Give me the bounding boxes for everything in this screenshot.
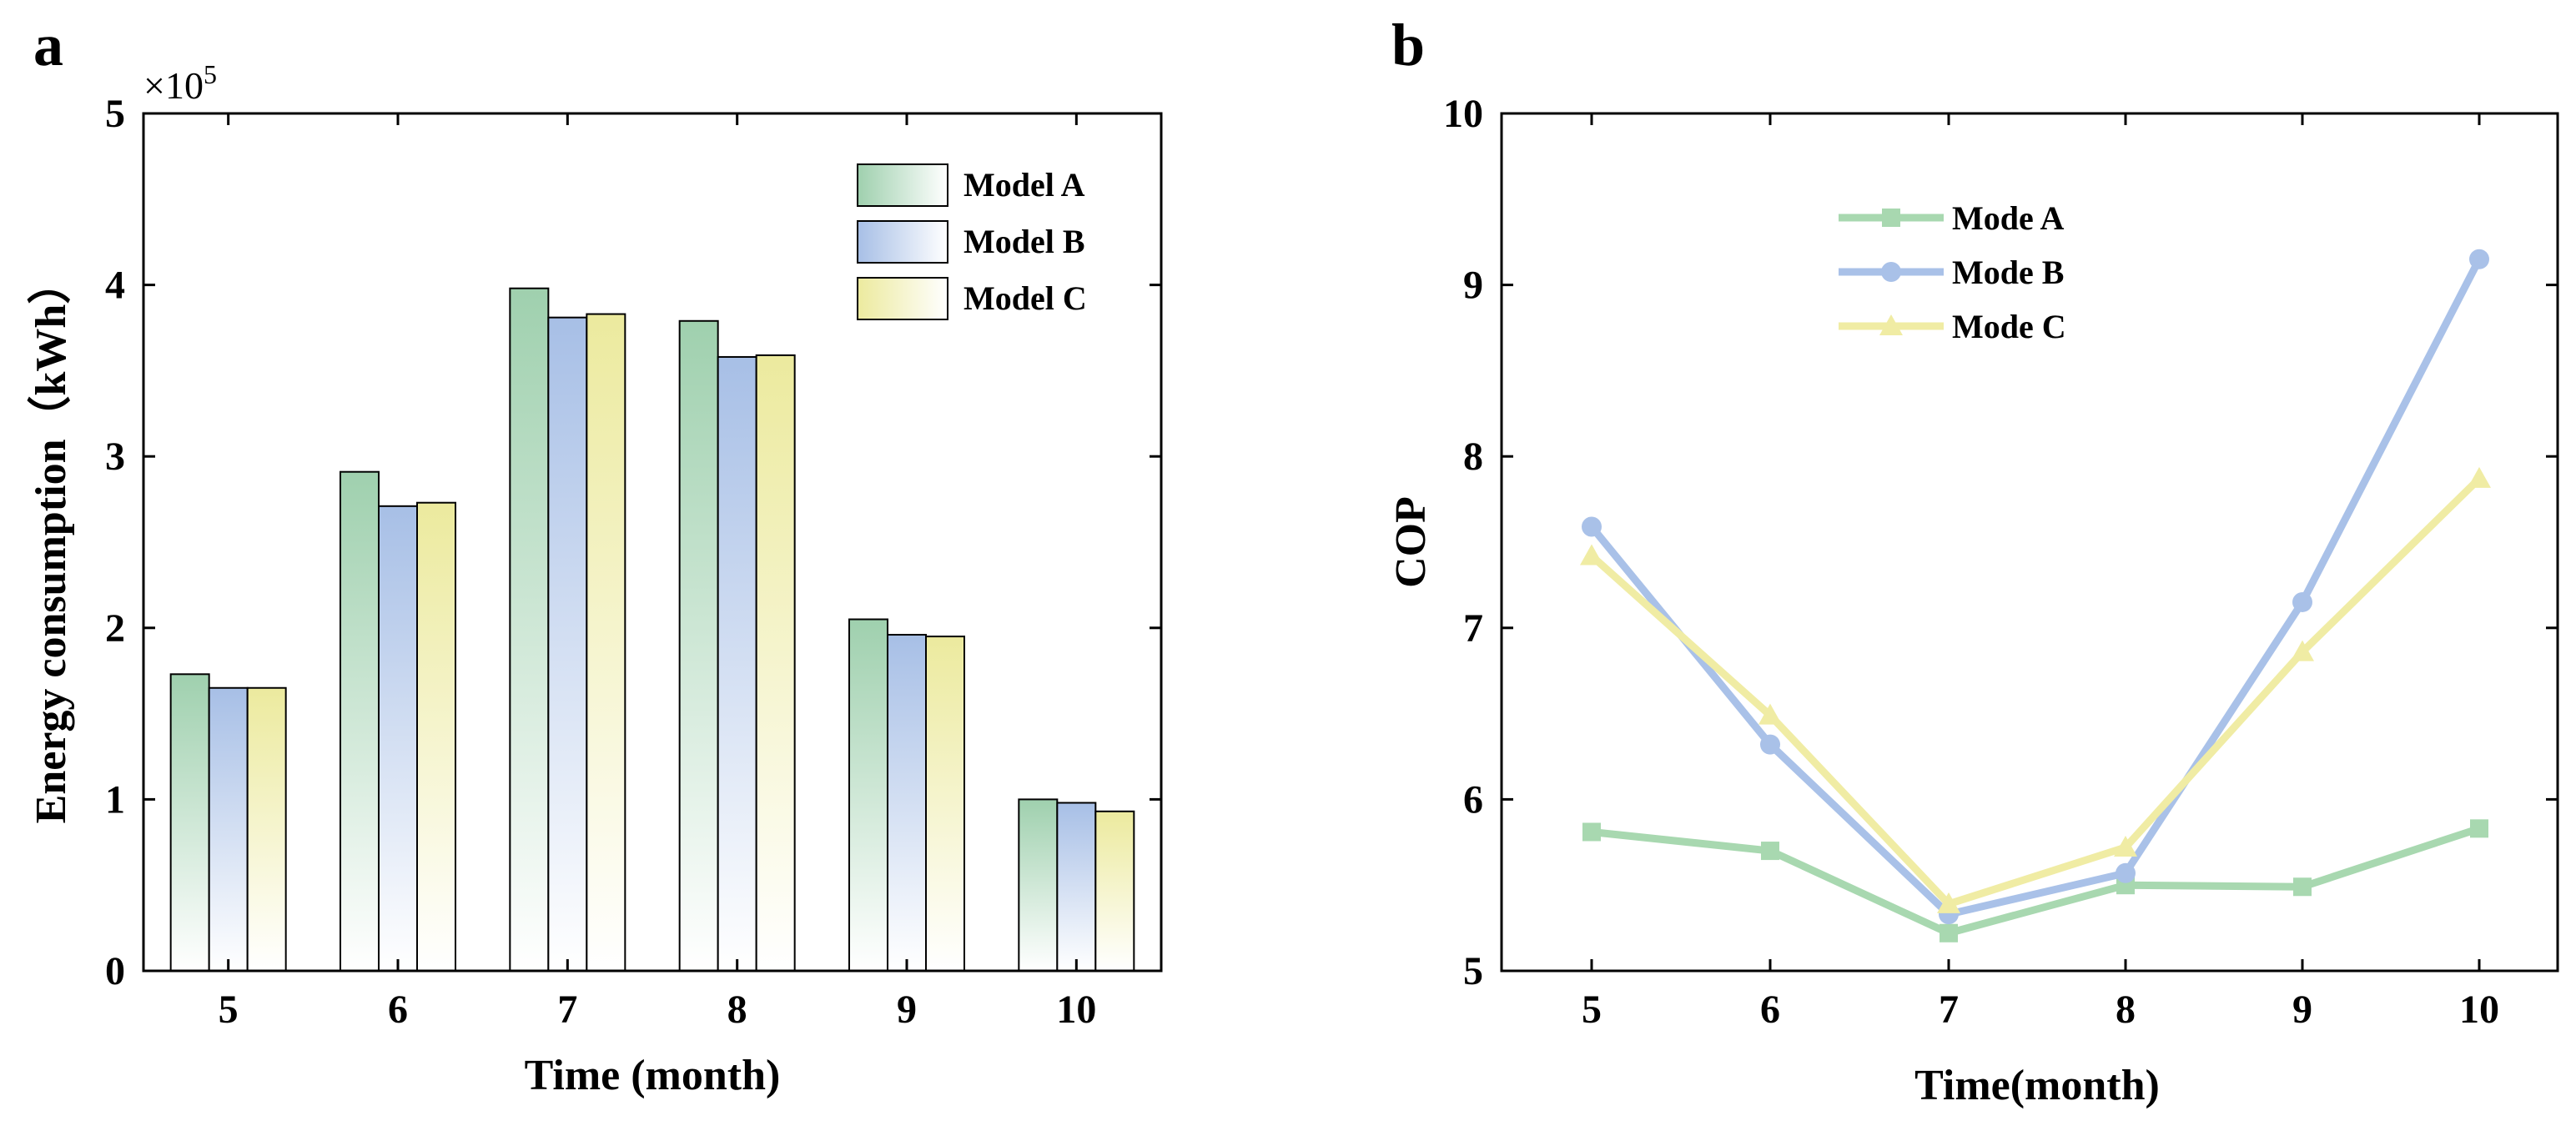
panel-b-y-tick-label: 7 [1463, 606, 1483, 651]
panel-a-y-tick-label: 0 [105, 949, 125, 993]
panel-a-multiplier: ×105 [143, 59, 217, 107]
panel-a-y-tick-label: 1 [105, 777, 125, 822]
point-mode-c-month-9 [2291, 640, 2314, 661]
panel-b-y-tick-label: 6 [1463, 777, 1483, 822]
point-mode-c-month-10 [2468, 466, 2491, 488]
panel-a-x-tick-label: 9 [897, 988, 917, 1032]
bar-model-a-month-10 [1018, 798, 1059, 973]
panel-a-legend: Model A Model B Model C [857, 163, 1087, 320]
line-mode-b [1587, 255, 2483, 918]
panel-b-y-tick-label: 8 [1463, 435, 1483, 479]
panel-b-letter: b [1391, 12, 1425, 78]
legend-swatch-model-b [857, 220, 948, 264]
panel-a-x-tick-label: 6 [388, 988, 408, 1032]
panel-b-legend: Mode A Mode B Mode C [1839, 199, 2066, 345]
bar-model-a-month-8 [678, 319, 719, 972]
panel-b-y-tick-label: 9 [1463, 264, 1483, 308]
bar-model-c-month-5 [246, 686, 287, 972]
bar-model-c-month-8 [755, 354, 796, 972]
panel-b-ticks: 5 6 7 8 9 10 5 6 7 8 9 10 [1443, 92, 2558, 1032]
point-mode-c-month-8 [2114, 835, 2137, 857]
panel-a-x-tick-label: 5 [219, 988, 239, 1032]
panel-a-y-axis-title: Energy consumption（kWh） [27, 261, 75, 824]
bar-model-b-month-9 [887, 634, 927, 972]
panel-a-y-tick-label: 5 [105, 92, 125, 136]
bar-model-b-month-10 [1056, 802, 1097, 973]
panel-b-series [1580, 249, 2491, 942]
bar-model-c-month-9 [925, 636, 965, 973]
series-mode-c [1580, 466, 2491, 913]
legend-label-mode-b: Mode B [1952, 254, 2064, 291]
series-mode-b [1582, 249, 2489, 925]
series-mode-a [1582, 819, 2488, 942]
legend-marker-mode-a [1882, 209, 1900, 227]
panel-a-x-axis-title: Time (month) [525, 1052, 781, 1099]
bar-model-b-month-7 [547, 316, 588, 972]
panel-b-x-tick-label: 7 [1939, 988, 1959, 1032]
panel-a-y-tick-label: 2 [105, 606, 125, 651]
bar-model-b-month-8 [717, 355, 757, 972]
point-mode-b-month-9 [2292, 591, 2312, 612]
panel-a-bars [169, 287, 1135, 973]
panel-b-frame [1500, 112, 2559, 973]
panel-a-letter: a [33, 12, 63, 78]
point-mode-c-month-5 [1580, 544, 1603, 566]
panel-a-x-tick-label: 10 [1056, 988, 1096, 1032]
bar-model-b-month-6 [378, 505, 418, 972]
legend-swatch-model-c [857, 277, 948, 320]
legend-swatch-model-a [857, 163, 948, 207]
legend-marker-mode-c [1879, 314, 1903, 335]
panel-b-x-tick-label: 8 [2116, 988, 2136, 1032]
point-mode-a-month-5 [1582, 822, 1601, 842]
panel-a-frame [142, 112, 1163, 973]
bar-model-a-month-9 [848, 618, 888, 973]
legend-label-model-b: Model B [963, 223, 1085, 260]
point-mode-a-month-7 [1940, 923, 1958, 942]
panel-b-x-tick-label: 10 [2459, 988, 2499, 1032]
point-mode-a-month-9 [2293, 877, 2312, 897]
point-mode-c-month-7 [1937, 892, 1960, 913]
point-mode-a-month-6 [1761, 842, 1779, 861]
bar-model-a-month-6 [340, 470, 380, 972]
legend-label-model-c: Model C [963, 279, 1087, 317]
bar-model-a-month-7 [509, 287, 550, 973]
bar-model-b-month-5 [208, 686, 249, 972]
bar-model-c-month-10 [1094, 810, 1135, 972]
panel-b-y-tick-label: 10 [1443, 92, 1483, 136]
point-mode-b-month-8 [2116, 862, 2136, 883]
panel-b-y-axis-title: COP [1387, 496, 1435, 588]
point-mode-b-month-6 [1760, 734, 1780, 755]
bar-model-c-month-7 [586, 313, 626, 972]
panel-a-ticks: 5 6 7 8 9 10 0 1 2 3 4 5 [105, 92, 1161, 1032]
panel-a-bar-chart: a ×105 5 6 7 8 9 10 0 1 2 3 4 5 Energy consumption（… [27, 12, 1163, 1099]
bar-model-c-month-6 [416, 501, 456, 972]
panel-b-x-tick-label: 6 [1760, 988, 1780, 1032]
bar-model-a-month-5 [169, 673, 210, 972]
point-mode-b-month-5 [1582, 516, 1602, 537]
panel-b-x-tick-label: 5 [1582, 988, 1602, 1032]
panel-a-y-tick-label: 3 [105, 435, 125, 479]
legend-label-model-a: Model A [963, 166, 1085, 204]
panel-a-y-tick-label: 4 [105, 264, 125, 308]
panel-a-x-tick-label: 7 [557, 988, 577, 1032]
point-mode-b-month-10 [2469, 249, 2489, 269]
point-mode-a-month-10 [2470, 819, 2488, 838]
panel-a-x-tick-label: 8 [727, 988, 747, 1032]
point-mode-c-month-6 [1758, 703, 1782, 725]
legend-label-mode-c: Mode C [1952, 308, 2066, 345]
legend-label-mode-a: Mode A [1952, 199, 2065, 237]
legend-marker-mode-b [1881, 262, 1901, 282]
panel-b-x-axis-title: Time(month) [1914, 1062, 2160, 1109]
line-mode-c [1587, 475, 2483, 908]
line-mode-a [1587, 824, 2483, 937]
panel-b-x-tick-label: 9 [2292, 988, 2312, 1032]
panel-b-y-tick-label: 5 [1463, 949, 1483, 993]
